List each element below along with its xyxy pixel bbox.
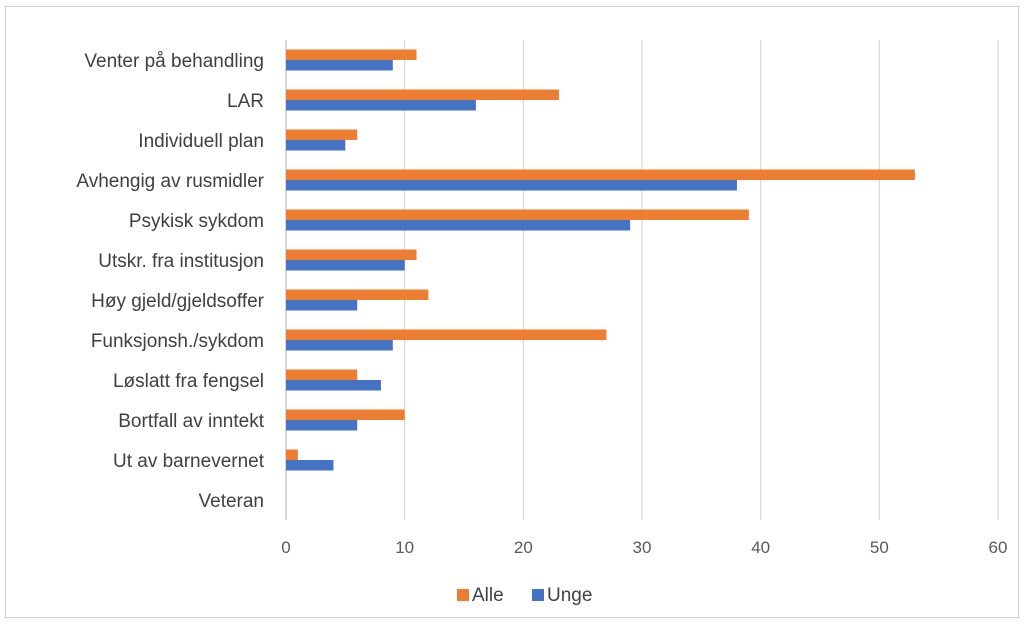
bar-unge: [286, 260, 405, 271]
category-label: Utskr. fra institusjon: [98, 251, 264, 272]
bar-unge: [286, 300, 358, 311]
bar-alle: [286, 449, 298, 460]
legend-label: Alle: [472, 585, 504, 606]
legend-swatch: [457, 589, 469, 601]
category-labels: Venter på behandling LAR Individuell plan A…: [76, 51, 264, 512]
category-label: Veteran: [199, 491, 265, 512]
legend: Alle Unge: [457, 585, 592, 606]
bar-alle: [286, 289, 429, 300]
x-tick-label: 0: [281, 538, 290, 557]
category-label: Venter på behandling: [84, 51, 264, 72]
bar-alle: [286, 169, 915, 180]
category-label: Løslatt fra fengsel: [113, 371, 264, 392]
bar-alle: [286, 129, 358, 140]
category-label: Ut av barnevernet: [113, 451, 265, 472]
legend-label: Unge: [547, 585, 592, 606]
x-tick-label: 40: [751, 538, 770, 557]
bars: [286, 49, 915, 471]
bar-alle: [286, 409, 405, 420]
bar-unge: [286, 100, 476, 111]
bar-alle: [286, 49, 417, 60]
bar-alle: [286, 249, 417, 260]
bar-unge: [286, 220, 631, 231]
x-tick-labels: 0 10 20 30 40 50 60: [281, 538, 1007, 557]
bar-alle: [286, 369, 358, 380]
bar-alle: [286, 89, 559, 100]
x-tick-label: 50: [870, 538, 889, 557]
bar-unge: [286, 380, 381, 391]
x-tick-label: 10: [395, 538, 414, 557]
chart-frame: [5, 6, 1019, 618]
category-label: Funksjonsh./sykdom: [91, 331, 264, 352]
bar-unge: [286, 180, 737, 191]
bar-unge: [286, 460, 334, 471]
category-label: Bortfall av inntekt: [118, 411, 264, 432]
bar-alle: [286, 209, 749, 220]
bar-unge: [286, 420, 358, 431]
x-tick-label: 30: [633, 538, 652, 557]
category-label: LAR: [227, 91, 264, 112]
category-label: Individuell plan: [138, 131, 264, 152]
legend-swatch: [532, 589, 544, 601]
x-tick-label: 60: [989, 538, 1008, 557]
category-label: Høy gjeld/gjeldsoffer: [91, 291, 265, 312]
bar-unge: [286, 340, 393, 351]
category-label: Avhengig av rusmidler: [76, 171, 264, 192]
category-label: Psykisk sykdom: [129, 211, 264, 232]
bar-alle: [286, 329, 607, 340]
bar-unge: [286, 60, 393, 71]
x-tick-label: 20: [514, 538, 533, 557]
bar-unge: [286, 140, 346, 151]
gridlines: [285, 40, 999, 520]
